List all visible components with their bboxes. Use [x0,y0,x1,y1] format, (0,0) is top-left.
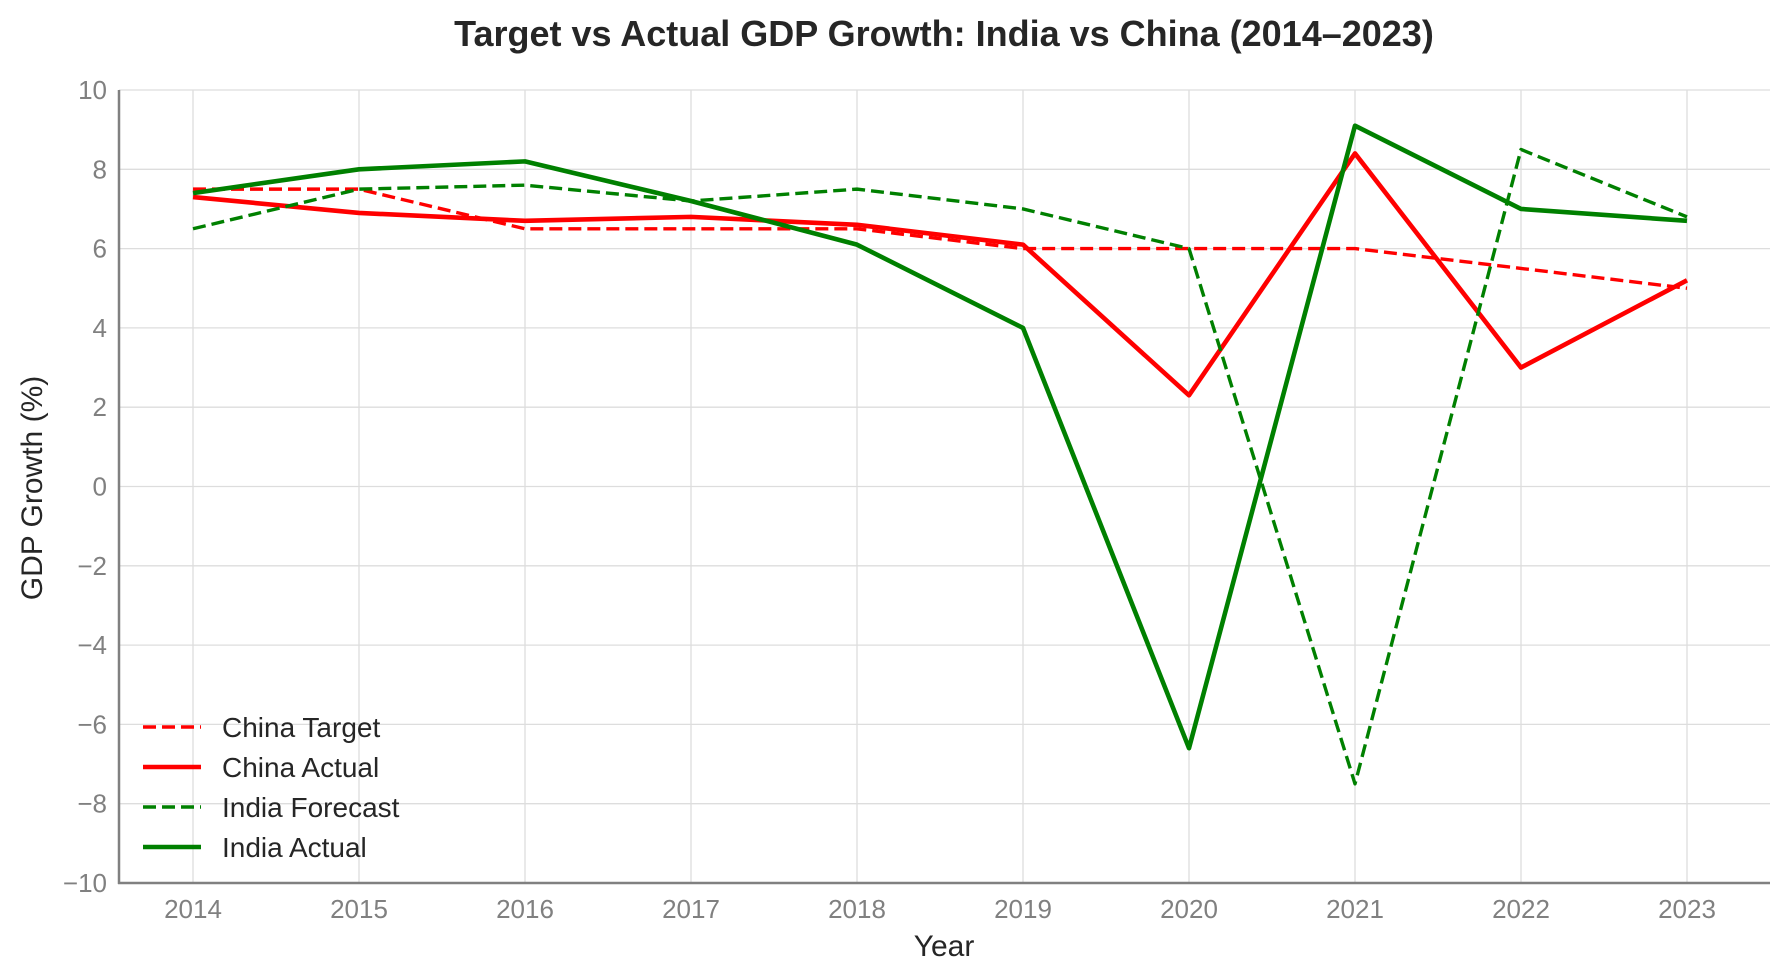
x-tick-label: 2023 [1658,894,1716,924]
x-tick-label: 2015 [330,894,388,924]
x-tick-label: 2018 [828,894,886,924]
x-tick-label: 2017 [662,894,720,924]
x-tick-label: 2014 [164,894,222,924]
series-line-china-actual [192,151,1689,398]
y-tick-label: −2 [77,551,107,581]
y-tick-label: 10 [78,75,107,105]
x-axis-label: Year [914,930,975,963]
legend-label-china-actual: China Actual [222,752,379,783]
y-axis-label: GDP Growth (%) [16,376,49,601]
x-tick-label: 2020 [1160,894,1218,924]
x-tick-label: 2021 [1326,894,1384,924]
series-line-india-actual [192,123,1688,751]
y-tick-label: 0 [93,472,107,502]
y-tick-label: −10 [63,868,107,898]
legend-label-india-forecast: India Forecast [222,792,400,823]
chart-title: Target vs Actual GDP Growth: India vs Ch… [454,13,1434,54]
x-tick-label: 2019 [994,894,1052,924]
series-line-china-target [193,187,1688,290]
y-tick-label: 4 [93,313,107,343]
y-tick-label: −6 [77,709,107,739]
y-tick-label: 8 [93,154,107,184]
legend-label-india-actual: India Actual [222,832,367,863]
y-tick-label: 6 [93,234,107,264]
y-tick-label: 2 [93,392,107,422]
legend: China Target China Actual India Forecast In… [143,712,400,863]
axes: 10 8 6 4 2 0 −2 −4 −6 −8 −10 2014 2015 2016 2017 2018 20… [63,75,1770,924]
y-tick-label: −4 [77,630,107,660]
x-tick-label: 2022 [1492,894,1550,924]
y-tick-label: −8 [77,789,107,819]
series-group [192,123,1689,786]
series-line-india-forecast [192,147,1688,786]
legend-label-china-target: China Target [222,712,380,743]
x-tick-label: 2016 [496,894,554,924]
